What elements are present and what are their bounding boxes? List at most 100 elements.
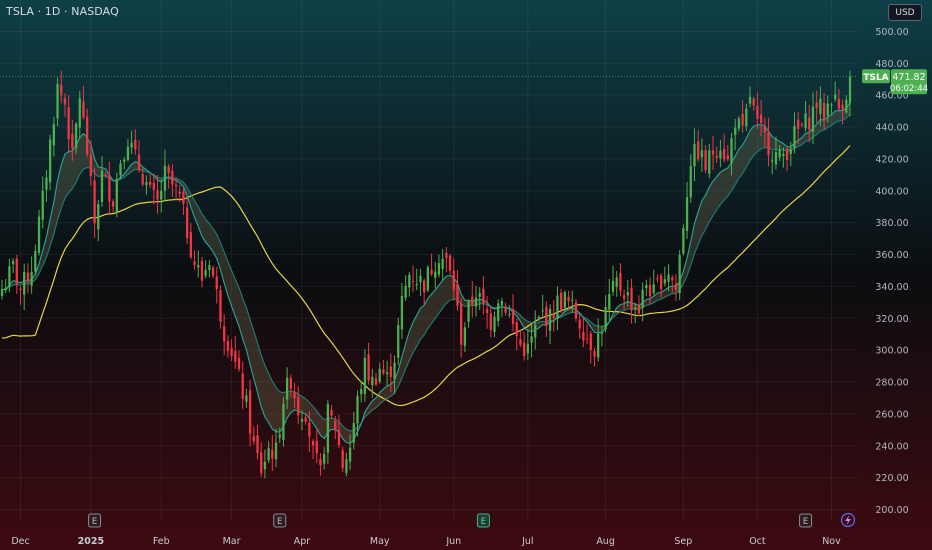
candle — [393, 355, 396, 395]
candle — [130, 130, 133, 154]
candle — [841, 99, 844, 125]
candle — [282, 397, 285, 447]
candle — [471, 280, 474, 318]
candle — [630, 278, 633, 324]
candle — [323, 447, 326, 470]
candle-body — [393, 362, 396, 380]
candle — [556, 286, 559, 331]
candle-body — [622, 295, 626, 299]
earnings-marker[interactable]: E — [799, 513, 813, 528]
candle — [463, 322, 467, 353]
candle-body — [330, 410, 333, 416]
candle — [186, 198, 189, 245]
candle-body — [467, 300, 470, 322]
candle-body — [811, 106, 815, 132]
candle — [845, 95, 848, 114]
x-tick-label: Mar — [223, 536, 241, 547]
candle — [252, 426, 255, 445]
currency-button[interactable]: USD — [888, 4, 922, 21]
candle-body — [597, 333, 600, 358]
lightning-icon-ring — [840, 512, 856, 528]
candle-body — [634, 307, 637, 310]
candle — [515, 318, 518, 351]
lightning-icon[interactable] — [840, 512, 856, 528]
candle — [726, 145, 729, 162]
candle — [263, 449, 267, 479]
candle — [500, 297, 504, 317]
candle-body — [504, 306, 507, 313]
earnings-marker[interactable]: E — [476, 513, 490, 528]
candle-body — [126, 146, 130, 160]
candle-body — [63, 98, 67, 105]
candle — [837, 88, 841, 112]
earnings-marker[interactable]: E — [88, 513, 102, 528]
candle — [389, 353, 392, 392]
candle-body — [241, 373, 244, 399]
earnings-marker-box[interactable] — [88, 513, 102, 528]
candle — [645, 279, 648, 297]
candle — [474, 285, 478, 317]
y-tick-label: 300.00 — [875, 346, 908, 357]
candle — [374, 372, 378, 387]
candle-body — [197, 265, 200, 268]
candle — [734, 118, 737, 151]
candle — [382, 360, 385, 376]
candle-body — [619, 272, 622, 291]
earnings-marker-box[interactable] — [476, 513, 490, 528]
candle — [785, 146, 789, 172]
candle — [848, 70, 852, 117]
candle-body — [689, 166, 692, 198]
candle-body — [374, 378, 378, 385]
candle-body — [637, 304, 641, 314]
candle — [582, 316, 585, 348]
x-tick-label: Jul — [521, 536, 533, 547]
candle-body — [608, 293, 611, 310]
candle — [434, 261, 437, 289]
candle — [797, 111, 800, 145]
earnings-marker[interactable]: E — [273, 513, 287, 528]
y-tick-label: 480.00 — [875, 59, 908, 70]
candle — [467, 299, 470, 328]
candle-body — [104, 174, 107, 176]
candle — [634, 303, 637, 324]
candle — [271, 435, 274, 471]
candle-body — [171, 171, 174, 185]
candle-body — [304, 417, 307, 422]
earnings-marker-label: E — [481, 517, 486, 527]
earnings-marker-box[interactable] — [799, 513, 813, 528]
candle — [19, 286, 22, 305]
candle-body — [497, 303, 500, 322]
candle-body — [652, 284, 655, 294]
candle-body — [115, 179, 118, 213]
candle — [663, 266, 666, 287]
candle — [674, 274, 678, 302]
candle — [504, 302, 507, 316]
y-tick-label: 260.00 — [875, 409, 908, 420]
candle — [574, 299, 578, 322]
candle — [611, 265, 615, 296]
candle-body — [319, 459, 322, 466]
candle — [45, 170, 48, 202]
candle-body — [848, 76, 852, 104]
candle — [826, 95, 829, 123]
candle-body — [334, 421, 337, 431]
candle — [397, 317, 400, 365]
candle-body — [145, 182, 148, 186]
candle-body — [267, 448, 270, 461]
earnings-marker-label: E — [803, 517, 808, 527]
candle — [730, 132, 733, 176]
candle — [82, 85, 85, 120]
candle — [423, 278, 426, 305]
earnings-marker-box[interactable] — [273, 513, 287, 528]
candle — [37, 209, 41, 256]
candle — [819, 86, 822, 126]
candle-body — [648, 285, 652, 297]
candle — [52, 116, 55, 157]
candle — [685, 181, 689, 239]
candle-body — [600, 333, 604, 335]
candle-body — [382, 369, 385, 374]
candle-body — [611, 280, 615, 292]
candle-body — [841, 104, 844, 110]
